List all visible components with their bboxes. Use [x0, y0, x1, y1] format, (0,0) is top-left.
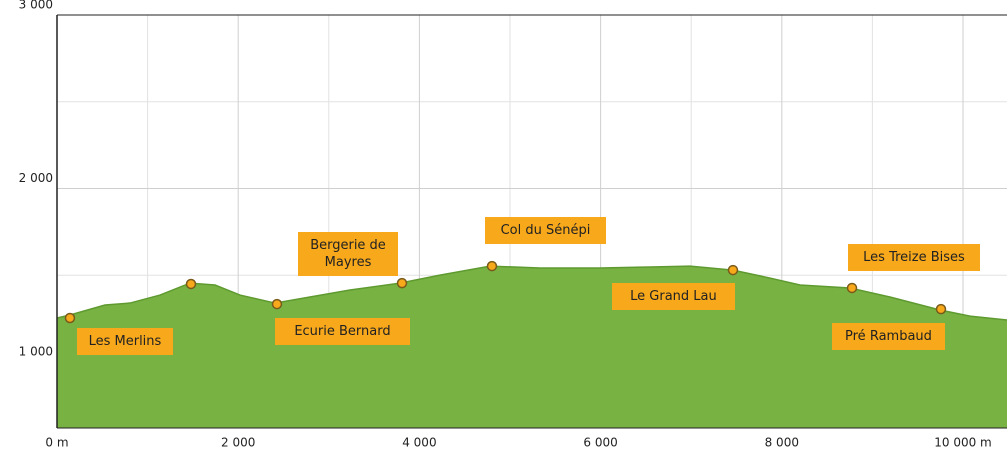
waypoint-label: Les Treize Bises: [848, 243, 980, 271]
waypoint-label: Les Merlins: [76, 327, 173, 355]
y-tick-label: 2 000: [19, 171, 53, 185]
x-tick-label: 8 000: [765, 436, 799, 450]
waypoint-marker: [486, 260, 498, 272]
waypoint-label: Bergerie de Mayres: [298, 232, 398, 277]
waypoint-marker: [396, 277, 408, 289]
x-tick-label: 6 000: [583, 436, 617, 450]
waypoint-label: Col du Sénépi: [484, 217, 606, 245]
x-tick-label: 4 000: [402, 436, 436, 450]
waypoint-marker: [727, 264, 739, 276]
x-tick-label: 10 000 m: [934, 436, 992, 450]
y-tick-label: 3 000: [19, 0, 53, 12]
waypoint-marker: [185, 278, 197, 290]
waypoint-marker: [935, 303, 947, 315]
waypoint-label: Pré Rambaud: [831, 323, 945, 351]
waypoint-label: Le Grand Lau: [611, 283, 735, 311]
elevation-area: [57, 266, 1007, 428]
x-tick-label: 0 m: [45, 436, 68, 450]
waypoint-label: Ecurie Bernard: [274, 318, 410, 346]
waypoint-marker: [846, 282, 858, 294]
y-tick-label: 1 000: [19, 345, 53, 359]
x-tick-label: 2 000: [221, 436, 255, 450]
waypoint-marker: [271, 298, 283, 310]
elevation-line: [56, 265, 1007, 321]
waypoint-marker: [64, 312, 76, 324]
